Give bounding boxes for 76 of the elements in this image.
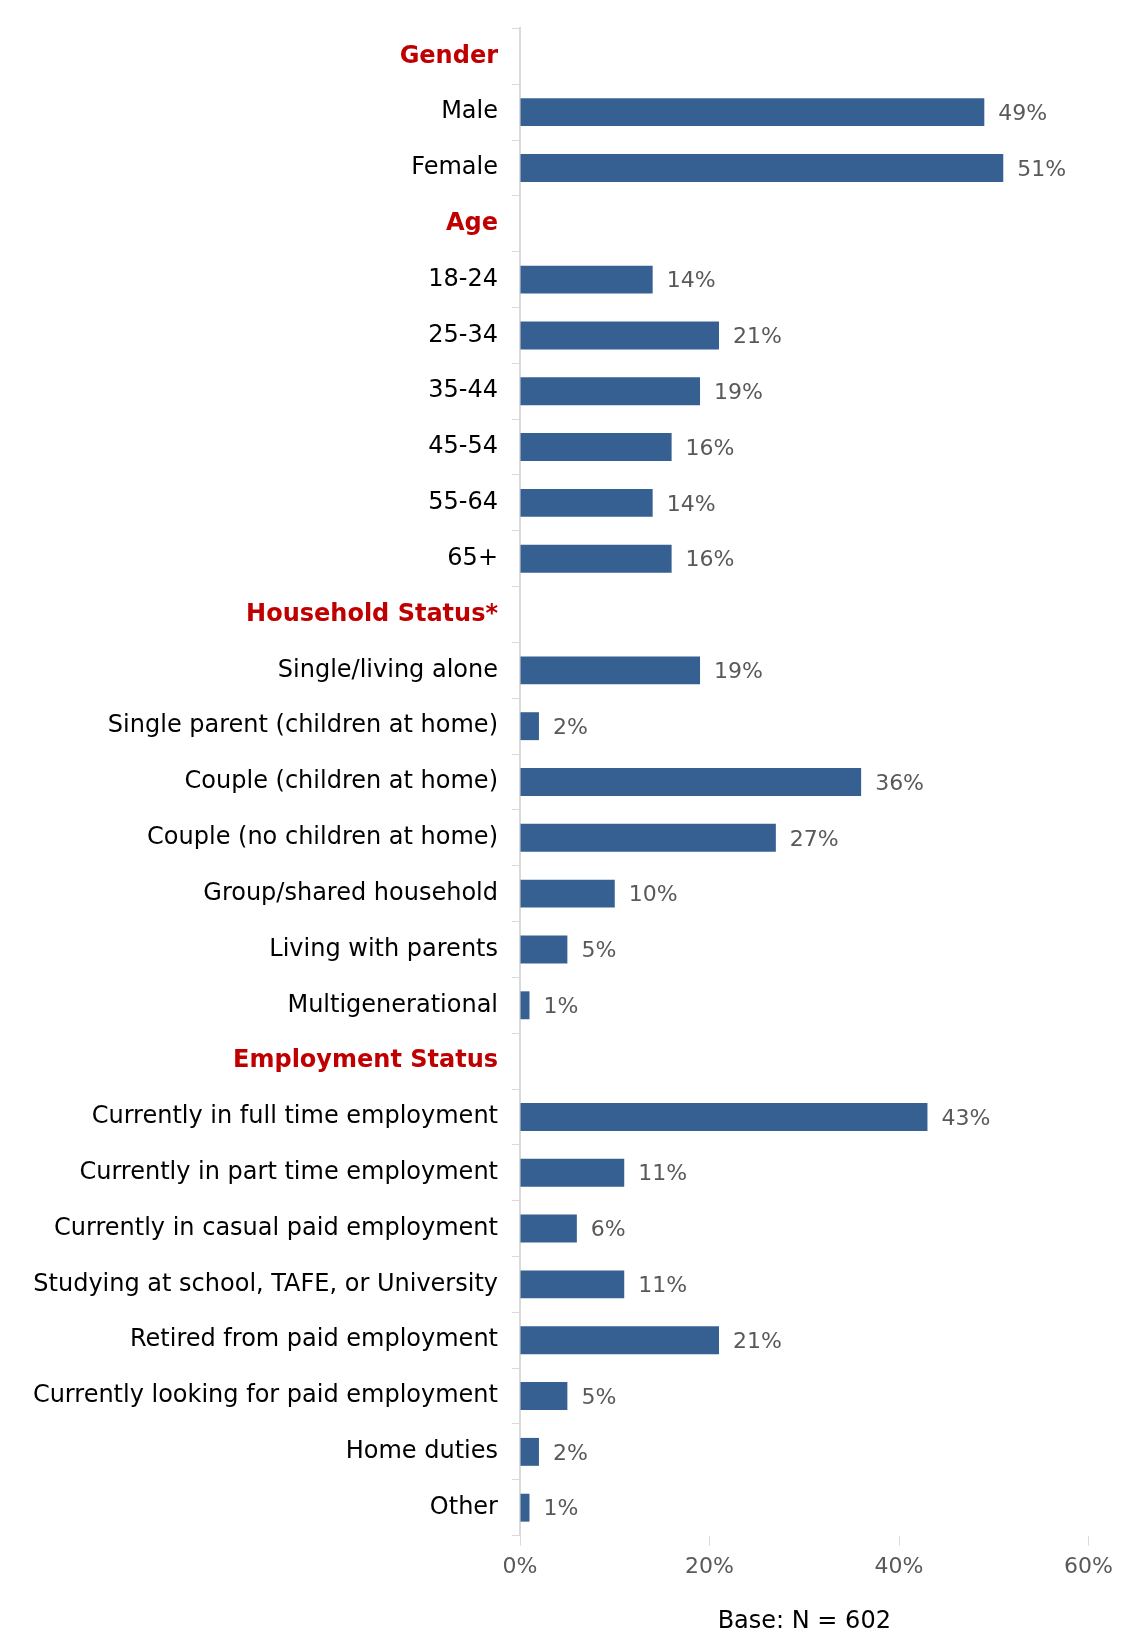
bar [520, 1382, 568, 1410]
text: Base: N = 602 [717, 1606, 891, 1635]
y-tick-label: Single parent (children at home) [107, 710, 498, 739]
y-tick-label: Other [429, 1491, 499, 1520]
bar [520, 1270, 625, 1299]
y-tick-label: Currently in full time employment [91, 1101, 498, 1130]
y-tick-label: Household Status* [246, 598, 499, 627]
x-tick-label: 40% [874, 1552, 924, 1578]
y-tick-label: Currently in casual paid employment [54, 1212, 498, 1241]
y-tick-label: 18-24 [428, 263, 498, 292]
bar [520, 433, 672, 462]
y-tick-label: Group/shared household [203, 877, 498, 906]
data-label: 1% [543, 993, 579, 1019]
data-label: 5% [581, 1383, 617, 1409]
data-label: 2% [552, 713, 588, 739]
data-label: 1% [543, 1495, 579, 1521]
data-label: 11% [638, 1160, 688, 1186]
y-tick-label: 45-54 [428, 431, 498, 460]
bar [520, 656, 701, 685]
data-label: 49% [998, 99, 1048, 125]
bar [520, 98, 985, 127]
data-label: 16% [685, 434, 735, 460]
y-tick-label: Home duties [345, 1436, 498, 1465]
data-label: 21% [732, 1327, 782, 1353]
data-label: 36% [875, 769, 925, 795]
bar [520, 154, 1004, 182]
bar [520, 1102, 928, 1131]
x-tick-label: 0% [502, 1552, 538, 1578]
bar [520, 377, 701, 406]
bar [520, 321, 719, 350]
data-label: 14% [666, 267, 716, 293]
x-tick-label: 60% [1064, 1552, 1113, 1578]
y-tick-label: Retired from paid employment [129, 1324, 498, 1353]
y-tick-label: Currently looking for paid employment [32, 1380, 498, 1409]
bar [520, 879, 615, 908]
bar [520, 935, 568, 964]
y-tick-label: Living with parents [269, 933, 498, 962]
bar [520, 1214, 577, 1243]
y-tick-label: 55-64 [428, 487, 498, 516]
bar [520, 265, 653, 294]
y-tick-label: Male [441, 96, 498, 125]
data-label: 2% [552, 1439, 588, 1465]
data-label: 14% [666, 490, 716, 516]
data-label: 5% [581, 937, 617, 963]
y-tick-label: Gender [399, 40, 499, 69]
data-label: 19% [714, 658, 763, 684]
y-tick-label: Multigenerational [287, 989, 498, 1018]
bar [520, 488, 653, 517]
y-tick-label: Employment Status [233, 1045, 498, 1074]
y-tick-label: Currently in part time employment [79, 1156, 498, 1185]
y-tick-label: Age [445, 208, 498, 237]
y-tick-label: Studying at school, TAFE, or University [33, 1268, 498, 1297]
data-label: 10% [628, 881, 678, 907]
y-tick-label: Couple (children at home) [184, 766, 498, 795]
data-label: 19% [714, 378, 763, 404]
data-label: 6% [590, 1216, 626, 1242]
bar [520, 712, 539, 741]
y-tick-label: 35-44 [428, 375, 498, 404]
data-label: 43% [941, 1104, 991, 1130]
data-label: 11% [638, 1272, 688, 1298]
bar [520, 1326, 719, 1355]
y-tick-label: 65+ [447, 542, 498, 571]
bar [520, 1437, 539, 1466]
bar [520, 544, 672, 573]
bar [520, 1158, 625, 1187]
y-tick-label: Female [411, 152, 498, 181]
data-label: 16% [685, 546, 735, 572]
data-label: 21% [732, 323, 782, 349]
data-label: 51% [1017, 155, 1067, 181]
bar [520, 823, 776, 852]
y-tick-label: 25-34 [428, 319, 498, 348]
y-tick-label: Couple (no children at home) [147, 822, 498, 851]
x-tick-label: 20% [685, 1552, 734, 1578]
data-label: 27% [789, 825, 839, 851]
bar [520, 768, 862, 796]
y-tick-label: Single/living alone [277, 654, 498, 683]
